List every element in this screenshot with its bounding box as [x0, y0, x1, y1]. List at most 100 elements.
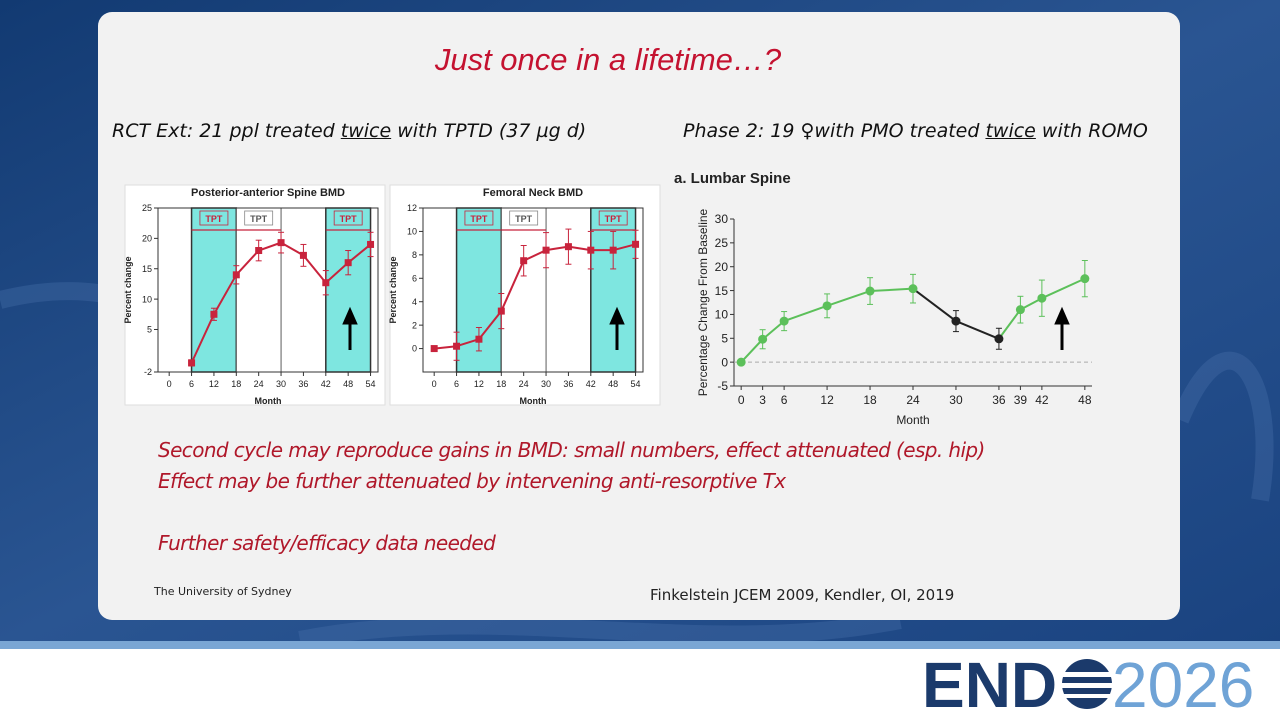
x-tick-label: 24 [906, 393, 920, 407]
data-point [344, 259, 352, 267]
data-point [277, 239, 285, 247]
span-label: TPT [470, 214, 488, 224]
span-label-box [464, 210, 494, 226]
line-segment [280, 241, 304, 257]
line-segment [302, 254, 327, 284]
y-tick-label: 15 [142, 264, 152, 274]
logo-left: END [922, 649, 1057, 720]
x-tick-label: 36 [563, 379, 573, 389]
data-point [822, 301, 832, 311]
line-segment [1041, 277, 1086, 300]
line-segment [740, 338, 764, 363]
data-point [475, 335, 483, 343]
data-point [736, 357, 746, 367]
data-point [758, 334, 768, 344]
x-tick-label: 6 [189, 379, 194, 389]
span-label: TPT [250, 214, 268, 224]
logo-right: 2026 [1112, 649, 1254, 720]
span-label-box [333, 210, 363, 226]
line-segment [523, 249, 547, 262]
data-point [908, 284, 918, 294]
heading-part: with ROMO [1035, 120, 1148, 142]
x-tick-label: 48 [608, 379, 618, 389]
data-point [542, 246, 550, 254]
y-tick-label: 12 [407, 203, 417, 213]
x-tick-label: 3 [759, 393, 766, 407]
span-label: TPT [605, 214, 623, 224]
heading-part: twice [985, 120, 1036, 142]
data-point [564, 243, 572, 251]
citation: Finkelstein JCEM 2009, Kendler, OI, 2019 [650, 586, 955, 604]
data-point [1037, 293, 1047, 303]
y-tick-label: 25 [142, 203, 152, 213]
data-point [497, 307, 505, 315]
line-segment [347, 243, 372, 264]
y-tick-label: 0 [721, 355, 728, 369]
data-point [322, 279, 330, 287]
line-segment [478, 310, 503, 340]
x-tick-label: 18 [496, 379, 506, 389]
heading-part: twice [340, 120, 392, 142]
line-segment [955, 320, 1000, 340]
treatment-span [500, 207, 547, 373]
point: Effect may be further attenuated by inte… [158, 469, 786, 493]
y-tick-label: -2 [144, 367, 152, 377]
x-tick-label: 24 [519, 379, 529, 389]
heading-part: Phase 2: 19 ♀with PMO treated [683, 120, 986, 142]
line-segment [912, 287, 957, 322]
x-tick-label: 0 [738, 393, 745, 407]
y-tick-label: 2 [412, 320, 417, 330]
line-segment [190, 313, 215, 364]
data-point [210, 310, 218, 318]
y-tick-label: 20 [715, 260, 729, 274]
data-point [232, 271, 240, 279]
logo-globe [1060, 659, 1114, 709]
y-tick-label: 8 [412, 250, 417, 260]
data-point [299, 251, 307, 259]
x-tick-label: 48 [343, 379, 353, 389]
x-tick-label: 6 [781, 393, 788, 407]
chart-title: a. Lumbar Spine [674, 170, 791, 187]
y-tick-label: 5 [147, 325, 152, 335]
line-segment [258, 241, 282, 252]
span-label: TPT [340, 214, 358, 224]
x-tick-label: 18 [863, 393, 877, 407]
arrow-head [609, 306, 625, 325]
y-tick-label: 25 [715, 236, 729, 250]
line-segment [783, 304, 828, 323]
slide-title: Just once in a lifetime…? [434, 42, 782, 77]
x-tick-label: 54 [631, 379, 641, 389]
arrow-head [1054, 306, 1070, 325]
y-axis-label: Percent change [388, 256, 398, 323]
y-tick-label: -5 [717, 379, 728, 393]
data-point [520, 257, 528, 265]
x-tick-label: 0 [432, 379, 437, 389]
x-tick-label: 6 [454, 379, 459, 389]
chart-title: Posterior-anterior Spine BMD [191, 187, 345, 199]
data-point [255, 247, 263, 255]
data-point [609, 246, 617, 254]
span-label-box [199, 210, 229, 226]
x-tick-label: 39 [1014, 393, 1028, 407]
heading-part: RCT Ext: 21 ppl treated [112, 120, 341, 142]
heading-part: with TPTD (37 µg d) [391, 120, 587, 142]
line-segment [456, 338, 480, 348]
arrow-head [342, 306, 358, 325]
chart-title: Femoral Neck BMD [483, 187, 583, 199]
data-point [367, 240, 375, 248]
x-tick-label: 12 [474, 379, 484, 389]
line-segment [761, 320, 785, 341]
x-axis-label: Month [896, 413, 929, 427]
y-tick-label: 15 [715, 284, 729, 298]
data-point [188, 359, 196, 367]
y-tick-label: 6 [412, 273, 417, 283]
line-segment [826, 290, 871, 307]
plot-frame [422, 207, 644, 373]
point: Further safety/efficacy data needed [158, 531, 496, 555]
y-tick-label: 5 [721, 331, 728, 345]
line-segment [998, 309, 1022, 340]
x-tick-label: 42 [321, 379, 331, 389]
charts: TPT TPT TPT Posterior-anterior Spine BMD -2 5… [123, 170, 1092, 427]
line-segment [213, 274, 238, 315]
